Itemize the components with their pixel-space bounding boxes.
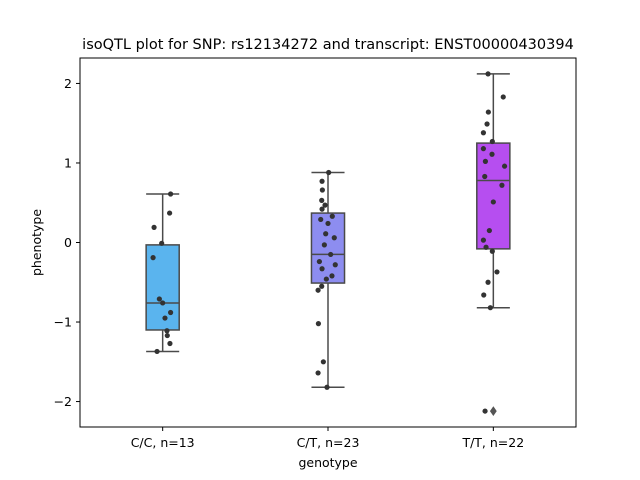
data-point bbox=[490, 199, 496, 205]
x-tick-label: C/C, n=13 bbox=[131, 435, 195, 450]
data-point bbox=[319, 266, 325, 272]
x-axis-label: genotype bbox=[298, 455, 357, 470]
data-point bbox=[320, 359, 326, 365]
data-point bbox=[500, 94, 506, 100]
data-point bbox=[328, 251, 334, 258]
data-point bbox=[316, 258, 323, 265]
data-point bbox=[159, 240, 165, 246]
data-point bbox=[332, 262, 338, 268]
y-tick-label: −2 bbox=[54, 394, 72, 409]
data-point bbox=[322, 202, 328, 208]
data-point bbox=[499, 182, 505, 188]
data-point bbox=[167, 340, 173, 347]
x-tick-label: T/T, n=22 bbox=[461, 435, 524, 450]
data-point bbox=[326, 169, 332, 176]
x-tick-label: C/T, n=23 bbox=[297, 435, 360, 450]
data-point bbox=[489, 248, 495, 254]
data-point bbox=[489, 138, 495, 145]
y-axis: −2 −1 0 1 2 bbox=[54, 76, 80, 409]
box-iqr bbox=[145, 244, 180, 331]
data-point bbox=[484, 121, 490, 127]
data-point bbox=[154, 348, 160, 355]
chart-title: isoQTL plot for SNP: rs12134272 and tran… bbox=[82, 37, 574, 53]
data-point bbox=[162, 315, 168, 321]
data-point bbox=[323, 231, 329, 237]
y-axis-label: phenotype bbox=[29, 209, 44, 276]
data-point bbox=[485, 279, 491, 285]
x-axis: C/C, n=13 C/T, n=23 T/T, n=22 bbox=[131, 427, 524, 450]
data-point bbox=[331, 235, 337, 241]
data-point bbox=[318, 216, 324, 223]
y-tick-label: −1 bbox=[54, 315, 72, 330]
data-point bbox=[160, 300, 166, 306]
data-point bbox=[319, 187, 325, 193]
points-layer bbox=[150, 71, 508, 414]
data-point bbox=[494, 269, 500, 275]
data-point bbox=[325, 220, 331, 227]
data-point bbox=[501, 163, 508, 169]
y-tick-label: 1 bbox=[64, 155, 72, 170]
data-point bbox=[329, 213, 335, 219]
data-point bbox=[321, 242, 327, 248]
data-point bbox=[156, 296, 162, 302]
data-point bbox=[483, 244, 489, 250]
data-point bbox=[319, 178, 325, 184]
data-point bbox=[329, 273, 335, 279]
data-point bbox=[168, 309, 174, 316]
data-point bbox=[168, 191, 174, 197]
data-point bbox=[480, 130, 487, 136]
data-point bbox=[319, 206, 325, 212]
data-point bbox=[482, 158, 488, 164]
y-tick-label: 2 bbox=[64, 76, 72, 91]
data-point bbox=[315, 370, 321, 376]
y-tick-label: 0 bbox=[64, 235, 72, 250]
data-point bbox=[167, 210, 173, 216]
data-point bbox=[487, 305, 493, 311]
data-point bbox=[319, 283, 325, 289]
data-point bbox=[164, 332, 170, 339]
data-point bbox=[482, 408, 488, 414]
outlier-marker bbox=[489, 406, 497, 416]
data-point bbox=[485, 71, 491, 77]
data-point bbox=[480, 146, 487, 152]
data-point bbox=[489, 151, 495, 157]
data-point bbox=[323, 276, 329, 282]
data-point bbox=[315, 287, 321, 293]
data-point bbox=[315, 321, 322, 327]
data-point bbox=[151, 224, 157, 230]
data-point bbox=[480, 237, 487, 243]
data-point bbox=[150, 255, 156, 261]
data-point bbox=[319, 197, 325, 203]
data-point bbox=[324, 384, 330, 390]
data-point bbox=[481, 292, 487, 298]
data-point bbox=[482, 173, 488, 180]
box-iqr bbox=[476, 142, 511, 250]
data-point bbox=[164, 328, 170, 334]
data-point bbox=[485, 109, 491, 115]
data-point bbox=[486, 227, 492, 234]
